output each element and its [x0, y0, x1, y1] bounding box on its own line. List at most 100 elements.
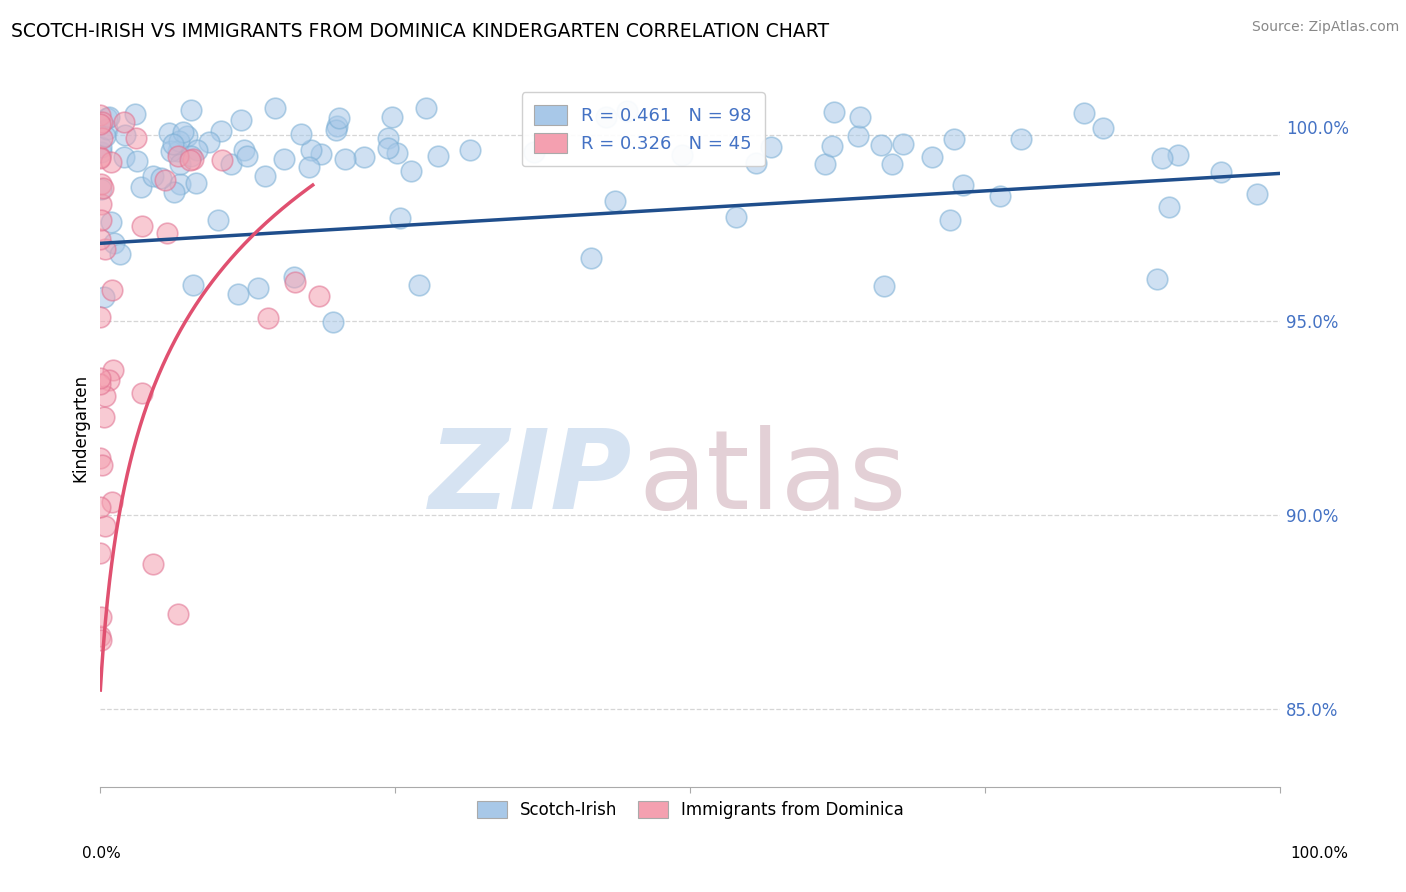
Point — [169, 157, 191, 171]
Point — [169, 178, 191, 192]
Point — [100, 215, 122, 229]
Point — [108, 247, 131, 261]
Point — [616, 104, 638, 119]
Point — [408, 277, 430, 292]
Point — [179, 153, 201, 168]
Point — [988, 189, 1011, 203]
Point — [247, 281, 270, 295]
Point — [101, 362, 124, 376]
Point — [326, 120, 349, 134]
Point — [299, 143, 322, 157]
Point — [322, 315, 344, 329]
Point — [89, 629, 111, 643]
Point — [125, 131, 148, 145]
Point — [94, 242, 117, 256]
Point — [101, 283, 124, 297]
Point — [91, 130, 114, 145]
Point — [377, 140, 399, 154]
Point — [89, 150, 111, 164]
Point — [184, 176, 207, 190]
Point — [298, 160, 321, 174]
Point — [380, 111, 402, 125]
Point — [114, 150, 136, 164]
Point — [228, 286, 250, 301]
Point — [846, 128, 869, 143]
Point — [163, 185, 186, 199]
Point — [325, 123, 347, 137]
Point — [100, 154, 122, 169]
Point — [671, 148, 693, 162]
Point — [273, 152, 295, 166]
Point — [127, 154, 149, 169]
Text: ZIP: ZIP — [429, 425, 633, 532]
Text: 100.0%: 100.0% — [1289, 847, 1348, 861]
Point — [96, 112, 118, 126]
Text: SCOTCH-IRISH VS IMMIGRANTS FROM DOMINICA KINDERGARTEN CORRELATION CHART: SCOTCH-IRISH VS IMMIGRANTS FROM DOMINICA… — [11, 22, 830, 41]
Point — [90, 145, 112, 159]
Point — [93, 409, 115, 424]
Point — [91, 115, 114, 129]
Point — [94, 389, 117, 403]
Point — [1246, 187, 1268, 202]
Point — [921, 150, 943, 164]
Point — [89, 500, 111, 514]
Point — [162, 136, 184, 151]
Point — [389, 211, 412, 226]
Point — [89, 108, 111, 122]
Point — [90, 140, 112, 154]
Point — [603, 194, 626, 208]
Point — [114, 128, 136, 142]
Point — [98, 373, 121, 387]
Point — [176, 128, 198, 143]
Point — [308, 288, 330, 302]
Point — [149, 170, 172, 185]
Point — [131, 219, 153, 234]
Point — [1157, 200, 1180, 214]
Point — [124, 107, 146, 121]
Point — [89, 546, 111, 560]
Point — [335, 153, 357, 167]
Point — [89, 310, 111, 324]
Point — [284, 275, 307, 289]
Point — [167, 145, 190, 159]
Point — [180, 149, 202, 163]
Point — [1152, 152, 1174, 166]
Point — [1167, 148, 1189, 162]
Point — [1146, 271, 1168, 285]
Point — [90, 196, 112, 211]
Point — [93, 290, 115, 304]
Point — [166, 149, 188, 163]
Point — [211, 153, 233, 168]
Point — [89, 151, 111, 165]
Point — [254, 169, 277, 184]
Point — [458, 143, 481, 157]
Point — [129, 180, 152, 194]
Point — [387, 145, 409, 160]
Point — [89, 371, 111, 385]
Point — [180, 103, 202, 118]
Y-axis label: Kindergarten: Kindergarten — [72, 374, 89, 482]
Point — [94, 519, 117, 533]
Point — [89, 633, 111, 648]
Point — [211, 124, 233, 138]
Point — [89, 232, 111, 246]
Point — [229, 113, 252, 128]
Point — [1010, 132, 1032, 146]
Point — [759, 140, 782, 154]
Point — [157, 126, 180, 140]
Point — [353, 150, 375, 164]
Point — [264, 101, 287, 115]
Point — [142, 169, 165, 183]
Point — [821, 139, 844, 153]
Point — [101, 495, 124, 509]
Point — [870, 137, 893, 152]
Point — [112, 115, 135, 129]
Point — [90, 212, 112, 227]
Point — [186, 143, 208, 157]
Point — [198, 135, 221, 149]
Point — [236, 149, 259, 163]
Point — [725, 210, 748, 224]
Point — [90, 458, 112, 473]
Point — [94, 128, 117, 143]
Point — [1092, 121, 1115, 136]
